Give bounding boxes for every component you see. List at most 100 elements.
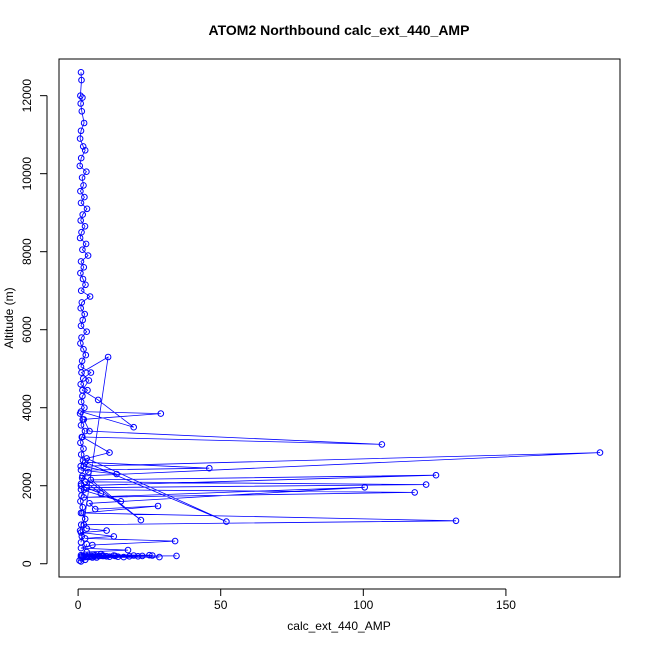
data-point xyxy=(82,351,90,359)
data-point xyxy=(77,482,85,490)
data-point xyxy=(120,553,127,561)
data-point xyxy=(124,546,132,554)
data-point xyxy=(79,275,87,283)
data-point xyxy=(83,328,90,336)
data-point xyxy=(91,505,99,513)
data-point xyxy=(77,322,85,330)
data-point xyxy=(77,154,85,162)
data-point xyxy=(110,533,118,540)
data-point xyxy=(81,427,89,435)
data-point xyxy=(173,552,180,560)
data-point xyxy=(81,193,88,201)
y-tick-label: 12000 xyxy=(20,79,34,113)
data-point xyxy=(130,423,137,431)
data-point xyxy=(422,481,430,488)
data-point xyxy=(81,515,89,523)
data-point xyxy=(77,422,85,429)
data-point xyxy=(84,386,91,394)
data-point xyxy=(96,552,103,560)
data-point xyxy=(83,540,90,548)
data-point xyxy=(134,553,142,560)
data-point xyxy=(80,553,88,560)
y-tick-label: 8000 xyxy=(20,238,34,265)
data-point xyxy=(79,143,87,150)
data-point xyxy=(156,553,163,561)
data-point xyxy=(223,518,230,525)
data-point xyxy=(77,69,85,76)
data-point xyxy=(80,264,88,271)
data-point xyxy=(79,246,86,253)
data-point xyxy=(77,439,84,447)
data-point xyxy=(77,529,85,536)
data-point xyxy=(89,554,96,561)
data-point xyxy=(78,369,85,376)
data-point xyxy=(77,92,84,99)
data-point xyxy=(432,471,440,479)
data-point xyxy=(81,478,89,486)
data-point xyxy=(78,174,86,181)
data-point xyxy=(85,468,92,476)
data-point xyxy=(79,433,86,441)
data-point xyxy=(83,205,91,213)
data-point xyxy=(154,502,162,510)
y-tick-label: 4000 xyxy=(20,394,34,421)
data-point xyxy=(77,340,84,347)
data-point xyxy=(77,217,84,224)
y-axis-label: Altitude (m) xyxy=(2,287,16,348)
data-point xyxy=(81,223,89,230)
x-tick-label: 50 xyxy=(214,598,228,612)
data-point xyxy=(99,552,106,560)
y-tick-label: 10000 xyxy=(20,157,34,191)
data-point xyxy=(86,293,94,300)
data-point xyxy=(77,269,84,277)
data-point xyxy=(77,398,85,406)
data-point xyxy=(76,135,84,142)
data-point xyxy=(97,490,105,497)
data-point xyxy=(77,451,85,458)
data-point xyxy=(87,476,95,484)
data-point xyxy=(80,119,88,127)
data-point xyxy=(103,527,110,534)
data-point xyxy=(81,404,88,412)
data-point xyxy=(149,552,156,559)
data-point xyxy=(452,517,460,525)
data-point xyxy=(130,552,137,559)
chart-title: ATOM2 Northbound calc_ext_440_AMP xyxy=(209,22,470,38)
data-point xyxy=(77,287,85,295)
data-point xyxy=(77,258,85,265)
data-point xyxy=(81,535,89,542)
data-point xyxy=(80,345,87,353)
data-point xyxy=(79,472,86,480)
data-point xyxy=(80,445,87,453)
data-point xyxy=(82,281,89,289)
data-point xyxy=(86,500,93,507)
data-point xyxy=(77,187,84,195)
data-point xyxy=(83,168,90,175)
data-point xyxy=(171,537,179,545)
data-point xyxy=(94,396,102,404)
data-point xyxy=(79,509,86,517)
data-point xyxy=(78,76,85,84)
data-point xyxy=(77,544,85,552)
data-point xyxy=(411,489,419,496)
x-axis: 0 50 100 150 xyxy=(75,588,516,612)
plot-frame xyxy=(58,58,621,578)
series-layer xyxy=(76,69,604,565)
data-point xyxy=(81,310,88,318)
data-point xyxy=(79,386,86,394)
data-point xyxy=(83,484,90,492)
data-point xyxy=(86,427,93,435)
data-point xyxy=(104,353,112,361)
data-point xyxy=(378,441,386,448)
data-point xyxy=(77,304,84,312)
y-axis: 0 2000 4000 6000 8000 10000 12000 xyxy=(20,79,48,567)
data-point xyxy=(77,486,85,493)
data-point xyxy=(113,470,120,478)
data-point xyxy=(81,459,89,466)
data-point xyxy=(111,552,119,560)
data-point xyxy=(117,498,125,505)
data-point xyxy=(80,494,88,501)
data-point xyxy=(77,381,84,388)
y-tick-label: 0 xyxy=(20,560,34,567)
